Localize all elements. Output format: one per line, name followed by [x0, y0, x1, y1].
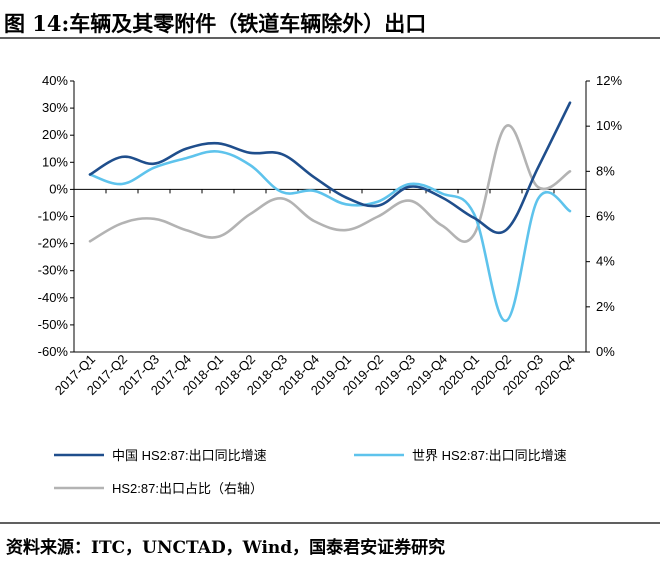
series-line-world-growth	[88, 149, 572, 323]
legend-label: 世界 HS2:87:出口同比增速	[412, 448, 567, 463]
legend-label: HS2:87:出口占比（右轴）	[112, 481, 263, 496]
right-y-tick-label: 0%	[596, 344, 615, 359]
right-y-tick-label: 12%	[596, 73, 622, 88]
left-y-tick-label: -60%	[38, 344, 69, 359]
left-y-tick-label: 0%	[49, 181, 68, 196]
chart-legend: 中国 HS2:87:出口同比增速 世界 HS2:87:出口同比增速 HS2:87:出…	[54, 448, 567, 496]
left-y-tick-label: -20%	[38, 236, 69, 251]
left-y-tick-label: 20%	[42, 127, 68, 142]
right-y-tick-label: 6%	[596, 209, 615, 224]
series-line-china-growth	[88, 101, 572, 235]
legend-label: 中国 HS2:87:出口同比增速	[112, 448, 267, 463]
left-y-tick-label: -50%	[38, 317, 69, 332]
left-y-tick-label: 10%	[42, 154, 68, 169]
right-y-tick-label: 2%	[596, 299, 615, 314]
series-line-share-right-axis	[88, 124, 572, 243]
right-y-tick-label: 10%	[596, 118, 622, 133]
right-y-tick-label: 4%	[596, 254, 615, 269]
source-note: 资料来源：ITC，UNCTAD，Wind，国泰君安证券研究	[6, 538, 446, 558]
figure-title: 图 14:车辆及其零附件（铁道车辆除外）出口	[4, 11, 427, 36]
left-y-tick-label: -30%	[38, 263, 69, 278]
left-y-tick-label: 30%	[42, 100, 68, 115]
left-y-tick-label: -40%	[38, 290, 69, 305]
left-y-tick-label: -10%	[38, 209, 69, 224]
left-y-tick-label: 40%	[42, 73, 68, 88]
chart-plot-area	[88, 101, 572, 323]
right-y-tick-label: 8%	[596, 163, 615, 178]
